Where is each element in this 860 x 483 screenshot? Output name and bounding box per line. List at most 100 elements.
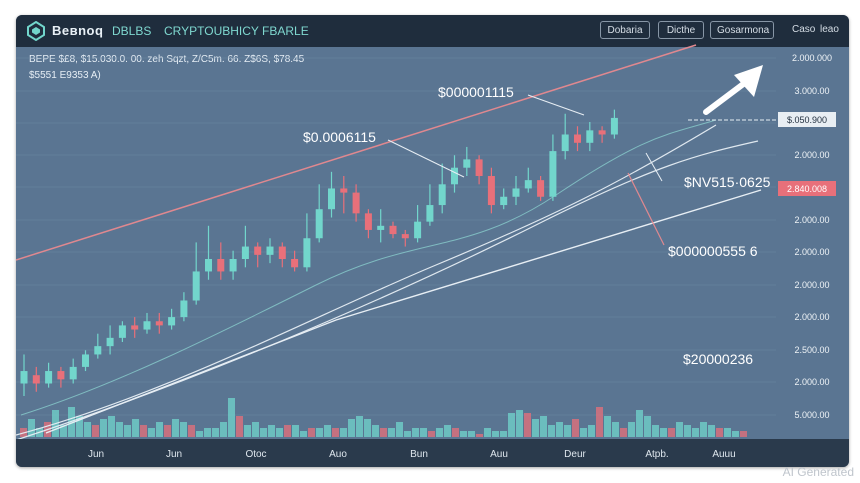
header-right-label-1[interactable]: Caso <box>792 24 816 35</box>
annotation-4: $000000555 6 <box>668 243 758 259</box>
volume-bar <box>116 422 123 437</box>
candle-body <box>266 246 274 255</box>
candle-body <box>561 134 569 152</box>
volume-bar <box>588 425 595 437</box>
volume-bar <box>660 428 667 437</box>
volume-bar <box>252 422 259 437</box>
app-logo-icon <box>27 21 45 41</box>
volume-bar <box>692 428 699 437</box>
volume-bar <box>524 413 531 437</box>
y-tick-label: 2.000.00 <box>794 312 829 322</box>
candle-body <box>291 259 299 268</box>
x-tick-label: Auuu <box>712 449 735 460</box>
candle-body <box>94 346 102 355</box>
candle-body <box>315 209 323 239</box>
ai-generated-watermark: AI Generated <box>782 465 854 479</box>
candle-body <box>574 134 581 143</box>
volume-bar <box>612 422 619 437</box>
candle-body <box>438 184 446 206</box>
candle-body <box>82 354 89 367</box>
candle-body <box>352 192 360 214</box>
volume-bar <box>332 428 339 437</box>
header-button-1[interactable]: Dobaria <box>600 21 650 39</box>
y-tick-label: 2.000.00 <box>794 247 829 257</box>
volume-bar <box>516 410 523 437</box>
volume-bar <box>308 428 315 437</box>
volume-bar <box>740 431 747 437</box>
volume-bar <box>444 425 451 437</box>
volume-bar <box>500 431 507 437</box>
volume-bar <box>124 425 131 437</box>
header-button-3[interactable]: Gosarmona <box>710 21 774 39</box>
volume-bar <box>676 422 683 437</box>
candle-body <box>598 130 606 135</box>
current-price-tag-text: $.050.900 <box>787 115 827 125</box>
header-button-2[interactable]: Dicthe <box>658 21 704 39</box>
volume-bar <box>460 431 467 437</box>
volume-bar <box>164 425 171 437</box>
volume-bar <box>476 434 483 437</box>
candle-body <box>303 238 311 268</box>
volume-bar <box>300 431 307 437</box>
candle-body <box>241 246 249 259</box>
top-bar: Bевnoq DBLBS CRYPTOUBHICY FBARLE Dobaria… <box>16 15 849 47</box>
volume-bar <box>356 416 363 437</box>
volume-bar <box>108 416 115 437</box>
volume-bar <box>580 428 587 437</box>
volume-bar <box>716 428 723 437</box>
volume-bar <box>364 419 371 437</box>
chart-window: Bевnoq DBLBS CRYPTOUBHICY FBARLE Dobaria… <box>16 15 849 467</box>
candle-body <box>524 180 532 189</box>
volume-bar <box>196 431 203 437</box>
y-tick-label: 2.500.00 <box>794 345 829 355</box>
volume-bar <box>548 425 555 437</box>
volume-bar <box>636 410 643 437</box>
volume-bar <box>292 425 299 437</box>
candle-body <box>389 225 397 235</box>
annotation-4-pointer <box>627 172 665 246</box>
volume-bar <box>276 428 283 437</box>
x-tick-label: Jun <box>88 449 104 460</box>
volume-bar <box>652 425 659 437</box>
volume-bar <box>604 416 611 437</box>
price-axis: 2.000.000 3.000.00 2.000.00 2.000.00 2.000.0… <box>792 53 832 420</box>
candle-body <box>586 130 594 143</box>
candle-body <box>217 259 225 272</box>
volume-bar <box>204 428 211 437</box>
candle-body <box>69 366 77 380</box>
annotation-1: $000001115 <box>438 84 514 100</box>
moving-average <box>20 119 717 416</box>
candle-body <box>364 213 372 230</box>
volume-bar <box>132 419 139 437</box>
candle-body <box>463 159 471 168</box>
candle-body <box>537 180 545 197</box>
candle-body <box>180 300 188 318</box>
annotation-2-pointer <box>387 139 465 178</box>
candle-body <box>278 246 286 259</box>
y-tick-label: 2.000.000 <box>792 53 832 63</box>
candle-body <box>20 371 28 384</box>
volume-bar <box>100 419 107 437</box>
volume-bar <box>420 428 427 437</box>
volume-bar <box>724 428 731 437</box>
volume-bar <box>708 425 715 437</box>
volume-bar <box>668 428 675 437</box>
volume-bar <box>468 431 475 437</box>
candle-body <box>328 188 335 210</box>
volume-bar <box>492 431 499 437</box>
nav-item-cryptocurrency[interactable]: CRYPTOUBHICY FBARLE <box>164 24 309 38</box>
x-tick-label: Deur <box>564 449 586 460</box>
annotation-2: $0.0006115 <box>303 129 376 145</box>
volume-bar <box>452 428 459 437</box>
nav-item-dblbs[interactable]: DBLBS <box>112 24 152 38</box>
header-right-label-2[interactable]: leao <box>820 24 839 35</box>
volume-bar <box>684 425 691 437</box>
volume-bar <box>324 425 331 437</box>
volume-bar <box>412 428 419 437</box>
volume-bar <box>348 419 355 437</box>
volume-bar <box>700 422 707 437</box>
volume-bar <box>316 428 323 437</box>
volume-bar <box>620 428 627 437</box>
candle-body <box>500 196 508 206</box>
volume-bar <box>28 419 35 437</box>
